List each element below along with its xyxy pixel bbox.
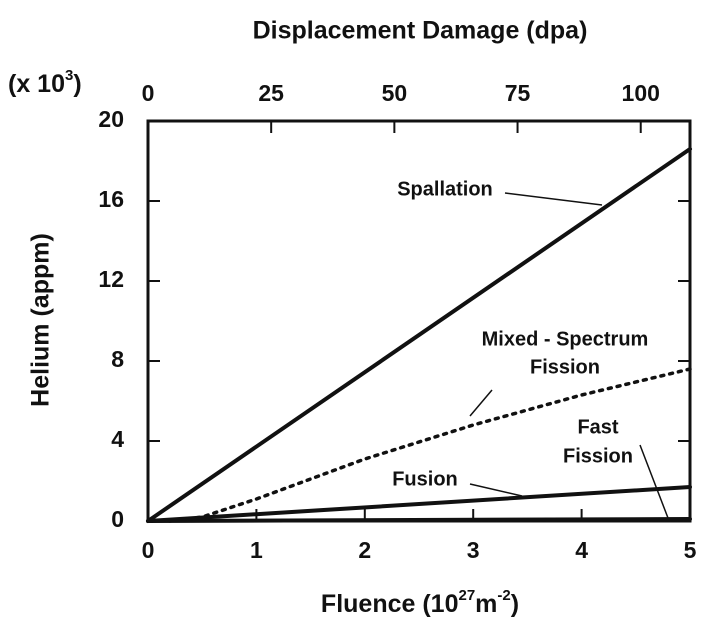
x-tick-label: 1 [250, 537, 263, 563]
series-label: Mixed - Spectrum [482, 328, 649, 350]
top-axis-title: Displacement Damage (dpa) [253, 17, 588, 45]
y-axis-title: Helium (appm) [27, 233, 55, 407]
y-tick-label: 12 [98, 266, 124, 292]
x2-tick-label: 25 [258, 80, 284, 106]
series-label: Fusion [392, 468, 458, 490]
leader-line [639, 444, 669, 519]
x2-tick-label: 100 [622, 80, 660, 106]
x2-tick-label: 50 [382, 80, 408, 106]
series-line [167, 367, 692, 523]
series-label: Fast [577, 416, 618, 438]
x-axis-title: Fluence (1027m-2) [321, 587, 519, 617]
y-multiplier-part: ) [73, 70, 81, 98]
x-axis-title-part: Fluence (10 [321, 590, 459, 618]
y-multiplier-part: (x 10 [8, 70, 65, 98]
x-tick-label: 0 [142, 537, 155, 563]
x2-tick-label: 0 [142, 80, 155, 106]
x-axis-title-part: -2 [497, 587, 510, 604]
series-label: Fission [563, 445, 633, 467]
x-axis-title-part: m [475, 590, 497, 618]
series-line [146, 517, 692, 523]
x-axis-title-part: ) [511, 590, 519, 618]
x-axis-title-part: 27 [458, 587, 475, 604]
series-line [146, 147, 692, 523]
y-tick-label: 20 [98, 106, 124, 132]
y-multiplier: (x 103) [8, 67, 82, 97]
series-label: Fission [530, 356, 600, 378]
x-tick-label: 5 [684, 537, 697, 563]
leader-line [469, 483, 523, 497]
x2-tick-label: 75 [505, 80, 531, 106]
x-tick-label: 2 [358, 537, 371, 563]
series-line [146, 485, 692, 523]
y-tick-label: 4 [111, 426, 124, 452]
y-tick-label: 0 [111, 506, 124, 532]
x-tick-label: 3 [467, 537, 480, 563]
leader-line [469, 389, 493, 417]
y-tick-label: 16 [98, 186, 124, 212]
y-multiplier-part: 3 [65, 67, 73, 84]
series-label: Spallation [397, 178, 493, 200]
y-tick-label: 8 [111, 346, 124, 372]
leader-line [504, 192, 603, 206]
x-tick-label: 4 [575, 537, 588, 563]
